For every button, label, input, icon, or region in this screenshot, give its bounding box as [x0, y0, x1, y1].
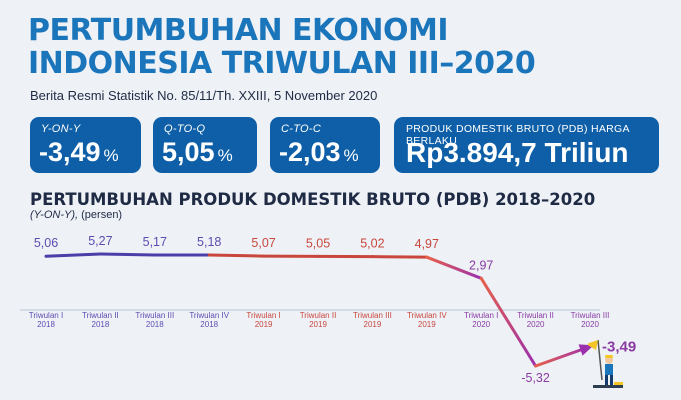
x-tick-quarter-7: Triwulan III — [353, 311, 392, 320]
x-tick-year-11: 2020 — [581, 320, 599, 329]
pdb-card: PRODUK DOMESTIK BRUTO (PDB) HARGA BERLAK… — [394, 117, 659, 173]
x-tick-quarter-11: Triwulan III — [571, 311, 610, 320]
data-label-4: 5,18 — [197, 235, 221, 249]
x-tick-year-7: 2019 — [364, 320, 382, 329]
pdb-label: PRODUK DOMESTIK BRUTO (PDB) HARGA BERLAK… — [406, 123, 630, 147]
line-segment-8 — [425, 255, 483, 280]
chart-title: PERTUMBUHAN PRODUK DOMESTIK BRUTO (PDB) … — [30, 190, 596, 209]
ctoc-card: C-TO-C -2,03% — [270, 117, 380, 173]
x-tick-label-2: Triwulan II 2018 — [82, 311, 119, 329]
qtoq-number: 5,05 — [162, 137, 215, 167]
line-segment-7 — [370, 255, 429, 259]
yoy-number: -3,49 — [39, 137, 101, 167]
yoy-unit: % — [103, 146, 119, 165]
x-tick-year-2: 2018 — [92, 320, 110, 329]
line-segment-2 — [98, 252, 157, 257]
line-segment-9 — [479, 276, 538, 368]
line-segment-4 — [207, 253, 266, 258]
data-label-2: 5,27 — [88, 234, 112, 248]
x-tick-label-11: Triwulan III 2020 — [571, 311, 610, 329]
data-label-3: 5,17 — [143, 235, 167, 249]
x-tick-quarter-3: Triwulan III — [135, 311, 174, 320]
qtoq-value: 5,05% — [162, 137, 233, 168]
x-tick-label-4: Triwulan IV 2018 — [189, 311, 229, 329]
x-tick-label-7: Triwulan III 2019 — [353, 311, 392, 329]
x-tick-label-10: Triwulan II 2020 — [517, 311, 554, 329]
x-tick-year-10: 2020 — [527, 320, 545, 329]
line-segment-1 — [44, 252, 102, 258]
x-tick-year-9: 2020 — [472, 320, 490, 329]
title-line-2: INDONESIA TRIWULAN III–2020 — [28, 46, 536, 81]
x-tick-quarter-1: Triwulan I — [29, 311, 63, 320]
ctoc-unit: % — [343, 146, 359, 165]
x-tick-year-1: 2018 — [37, 320, 55, 329]
data-label-6: 5,05 — [306, 236, 330, 250]
x-tick-label-1: Triwulan I 2018 — [29, 311, 63, 329]
data-label-9: 2,97 — [469, 258, 493, 272]
x-tick-year-8: 2019 — [418, 320, 436, 329]
x-tick-quarter-2: Triwulan II — [82, 311, 119, 320]
chart-subtitle: (Y-ON-Y), (persen) — [30, 209, 122, 221]
ctoc-value: -2,03% — [279, 137, 359, 168]
x-tick-label-3: Triwulan III 2018 — [135, 311, 174, 329]
trend-arrow-head — [578, 344, 594, 356]
qtoq-label: Q-TO-Q — [164, 123, 206, 135]
data-label-8: 4,97 — [415, 237, 439, 251]
x-tick-quarter-6: Triwulan II — [300, 311, 337, 320]
x-tick-label-9: Triwulan I 2020 — [464, 311, 498, 329]
x-tick-label-8: Triwulan IV 2019 — [407, 311, 447, 329]
chart-subtitle-rest: (persen) — [78, 209, 123, 221]
x-tick-year-5: 2019 — [255, 320, 273, 329]
x-tick-year-4: 2018 — [200, 320, 218, 329]
x-tick-quarter-8: Triwulan IV — [407, 311, 447, 320]
subtitle: Berita Resmi Statistik No. 85/11/Th. XXI… — [30, 88, 378, 103]
worker-with-flag-illustration — [588, 339, 623, 388]
ctoc-label: C-TO-C — [281, 123, 322, 135]
x-tick-label-6: Triwulan II 2019 — [300, 311, 337, 329]
x-tick-year-3: 2018 — [146, 320, 164, 329]
qtoq-unit: % — [217, 146, 233, 165]
x-tick-quarter-4: Triwulan IV — [189, 311, 229, 320]
yoy-value: -3,49% — [39, 137, 119, 168]
x-tick-quarter-9: Triwulan I — [464, 311, 498, 320]
pdb-value: Rp3.894,7 Triliun — [406, 137, 629, 168]
data-label-5: 5,07 — [251, 236, 275, 250]
x-tick-year-6: 2019 — [309, 320, 327, 329]
data-label-7: 5,02 — [360, 237, 384, 251]
ctoc-number: -2,03 — [279, 137, 341, 167]
data-label-10: -5,32 — [521, 371, 550, 385]
data-label-1: 5,06 — [34, 236, 58, 250]
x-tick-label-5: Triwulan I 2019 — [246, 311, 280, 329]
x-tick-quarter-10: Triwulan II — [517, 311, 554, 320]
page-title: PERTUMBUHAN EKONOMI INDONESIA TRIWULAN I… — [28, 13, 536, 81]
chart-subtitle-italic: (Y-ON-Y), — [30, 209, 79, 221]
data-label-11: -3,49 — [602, 339, 636, 356]
yoy-card: Y-ON-Y -3,49% — [30, 117, 141, 173]
qtoq-card: Q-TO-Q 5,05% — [153, 117, 257, 173]
title-line-1: PERTUMBUHAN EKONOMI — [28, 13, 449, 48]
x-tick-quarter-5: Triwulan I — [246, 311, 280, 320]
yoy-label: Y-ON-Y — [41, 123, 81, 135]
